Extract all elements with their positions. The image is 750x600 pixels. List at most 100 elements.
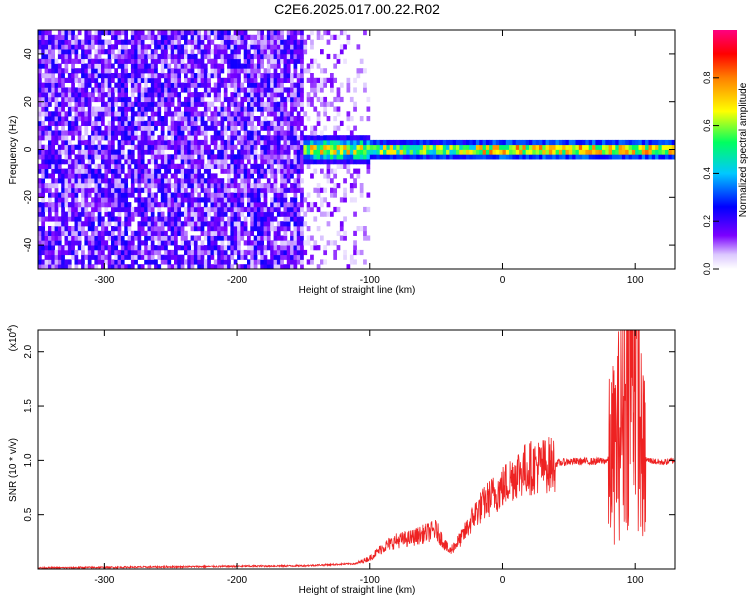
heatmap-cell xyxy=(150,116,155,122)
heatmap-cell xyxy=(167,68,172,74)
heatmap-cell xyxy=(300,254,304,260)
heatmap-cell xyxy=(296,135,301,141)
heatmap-cell xyxy=(147,221,152,227)
heatmap-cell xyxy=(94,259,99,265)
heatmap-cell xyxy=(134,111,138,117)
heatmap-cell xyxy=(396,144,401,150)
heatmap-cell xyxy=(220,101,225,107)
heatmap-cell xyxy=(38,187,42,193)
heatmap-cell xyxy=(419,144,424,150)
heatmap-cell xyxy=(94,144,99,150)
heatmap-cell xyxy=(97,144,102,150)
heatmap-cell xyxy=(54,168,59,174)
heatmap-cell xyxy=(61,73,65,79)
heatmap-cell xyxy=(339,82,344,88)
heatmap-cell xyxy=(94,120,99,126)
heatmap-cell xyxy=(276,34,281,40)
heatmap-cell xyxy=(157,211,162,217)
heatmap-cell xyxy=(203,178,208,184)
heatmap-cell xyxy=(270,120,274,126)
heatmap-cell xyxy=(144,92,148,98)
heatmap-cell xyxy=(243,87,248,93)
heatmap-cell xyxy=(48,135,52,141)
heatmap-cell xyxy=(177,73,182,79)
heatmap-cell xyxy=(343,249,347,256)
heatmap-cell xyxy=(81,245,85,251)
heatmap-cell xyxy=(320,101,324,107)
heatmap-cell xyxy=(193,163,198,169)
snr-multiplier: (x104) xyxy=(7,325,19,352)
heatmap-cell xyxy=(257,44,261,50)
heatmap-cell xyxy=(54,106,59,112)
heatmap-cell xyxy=(127,264,132,269)
heatmap-cell xyxy=(263,49,268,55)
heatmap-cell xyxy=(177,230,182,236)
heatmap-cell xyxy=(193,221,198,227)
heatmap-cell xyxy=(74,68,79,74)
heatmap-cell xyxy=(57,249,62,256)
heatmap-cell xyxy=(81,87,85,93)
heatmap-cell xyxy=(296,221,301,227)
heatmap-cell xyxy=(54,259,59,265)
heatmap-cell xyxy=(94,125,99,131)
heatmap-cell xyxy=(147,197,152,203)
heatmap-cell xyxy=(535,154,540,160)
heatmap-cell xyxy=(174,221,178,227)
heatmap-cell xyxy=(67,187,72,193)
heatmap-cell xyxy=(130,82,135,88)
heatmap-cell xyxy=(280,183,284,189)
heatmap-cell xyxy=(220,120,225,126)
heatmap-cell xyxy=(170,192,175,198)
heatmap-cell xyxy=(193,235,198,241)
heatmap-cell xyxy=(220,44,225,50)
heatmap-cell xyxy=(217,130,221,136)
heatmap-cell xyxy=(220,116,225,122)
heatmap-cell xyxy=(134,235,138,241)
heatmap-cell xyxy=(306,77,311,83)
heatmap-cell xyxy=(373,149,377,155)
heatmap-cell xyxy=(41,92,46,98)
heatmap-cell xyxy=(237,202,241,208)
heatmap-cell xyxy=(207,49,211,55)
heatmap-cell xyxy=(137,240,142,246)
heatmap-cell xyxy=(111,216,115,222)
heatmap-cell xyxy=(91,139,95,146)
heatmap-cell xyxy=(124,221,129,227)
heatmap-cell xyxy=(74,58,79,64)
heatmap-cell xyxy=(257,58,261,64)
heatmap-cell xyxy=(213,111,218,117)
heatmap-cell xyxy=(495,149,500,155)
heatmap-cell xyxy=(114,259,119,265)
heatmap-cell xyxy=(117,259,122,265)
heatmap-cell xyxy=(71,30,75,36)
heatmap-cell xyxy=(51,159,56,165)
heatmap-cell xyxy=(230,73,235,79)
heatmap-cell xyxy=(200,139,205,146)
heatmap-cell xyxy=(174,39,178,45)
heatmap-cell xyxy=(111,202,115,208)
heatmap-cell xyxy=(87,259,92,265)
heatmap-cell xyxy=(120,197,125,203)
heatmap-cell xyxy=(94,168,99,174)
heatmap-cell xyxy=(247,53,251,60)
heatmap-cell xyxy=(263,44,268,50)
heatmap-cell xyxy=(177,154,182,160)
heatmap-cell xyxy=(227,264,231,269)
heatmap-cell xyxy=(266,183,271,189)
heatmap-cell xyxy=(389,149,394,155)
heatmap-cell xyxy=(230,202,235,208)
heatmap-cell xyxy=(330,135,334,141)
heatmap-cell xyxy=(147,168,152,174)
heatmap-cell xyxy=(197,206,202,213)
heatmap-cell xyxy=(220,235,225,241)
heatmap-cell xyxy=(280,144,284,150)
heatmap-cell xyxy=(130,120,135,126)
heatmap-cell xyxy=(230,159,235,165)
heatmap-cell xyxy=(300,44,304,50)
heatmap-cell xyxy=(41,73,46,79)
heatmap-cell xyxy=(157,77,162,83)
heatmap-cell xyxy=(300,206,304,213)
heatmap-cell xyxy=(101,197,105,203)
heatmap-cell xyxy=(260,77,265,83)
heatmap-cell xyxy=(233,125,238,131)
